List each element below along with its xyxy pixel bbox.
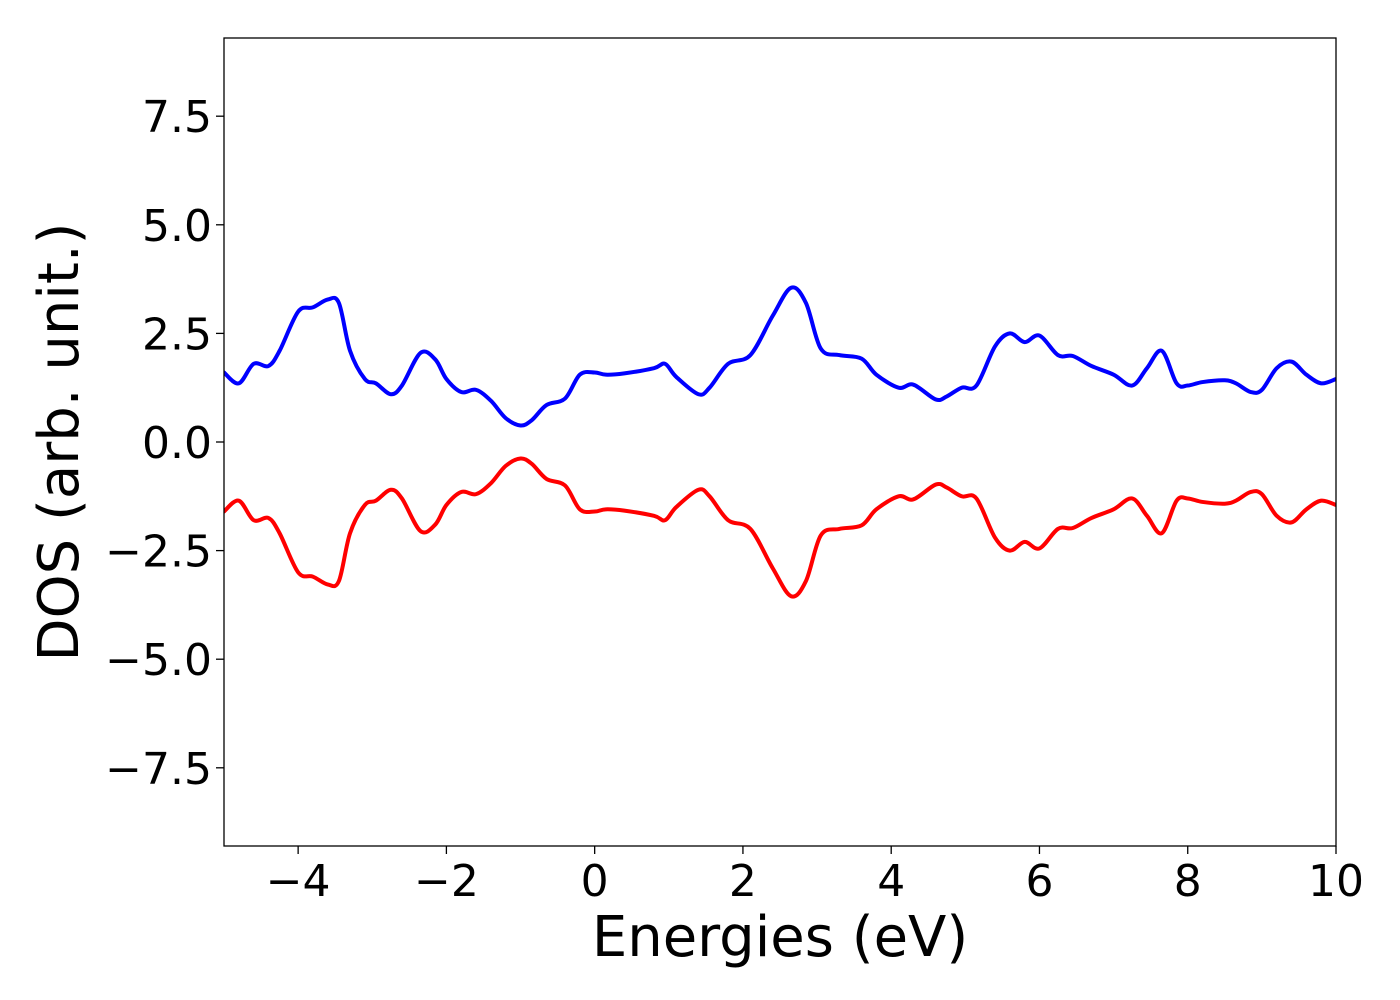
dos-spin-up-line <box>224 285 1336 428</box>
y-tick-label: 0.0 <box>142 418 212 469</box>
plot-background <box>224 38 1336 846</box>
x-axis-ticks: −4 −2 0 2 4 6 8 10 <box>266 846 1364 907</box>
x-tick-label: 2 <box>729 856 757 907</box>
x-tick-label: −4 <box>266 856 331 907</box>
x-axis-label: Energies (eV) <box>592 905 968 970</box>
x-tick-label: 4 <box>877 856 905 907</box>
y-tick-label: 7.5 <box>142 92 212 143</box>
x-tick-label: 6 <box>1025 856 1053 907</box>
y-tick-label: 2.5 <box>142 309 212 360</box>
y-tick-label: −2.5 <box>105 527 212 578</box>
y-tick-label: 5.0 <box>142 201 212 252</box>
x-tick-label: 8 <box>1174 856 1202 907</box>
x-tick-label: 10 <box>1308 856 1364 907</box>
dos-spin-down-line <box>224 456 1336 599</box>
y-tick-label: −5.0 <box>105 635 212 686</box>
y-tick-label: −7.5 <box>105 744 212 795</box>
x-tick-label: 0 <box>581 856 609 907</box>
x-tick-label: −2 <box>414 856 479 907</box>
series-layer <box>224 285 1336 599</box>
y-axis-ticks: −7.5 −5.0 −2.5 0.0 2.5 5.0 7.5 <box>105 92 224 795</box>
y-axis-label: DOS (arb. unit.) <box>27 222 92 661</box>
